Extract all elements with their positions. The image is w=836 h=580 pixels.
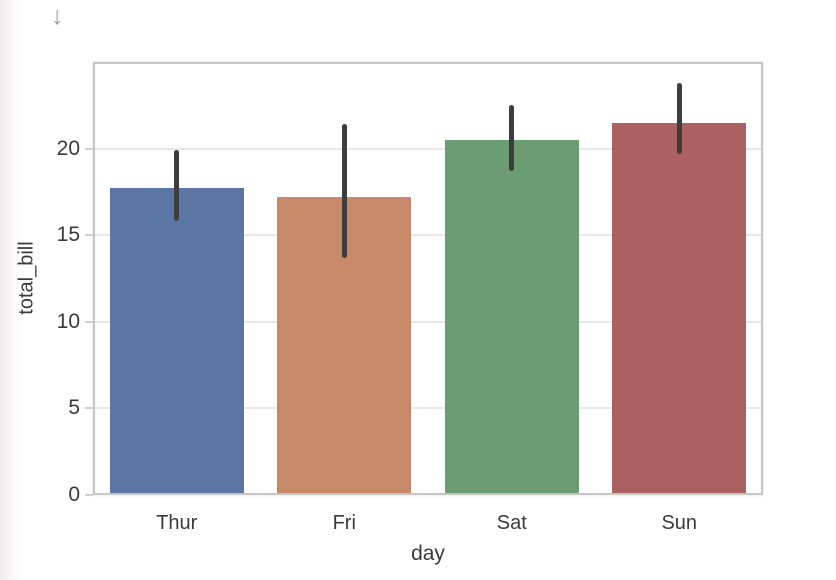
y-axis-title: total_bill xyxy=(15,241,38,315)
y-tick-label-20: 20 xyxy=(56,136,80,160)
y-tick-label-5: 5 xyxy=(68,396,80,420)
down-arrow-icon[interactable]: ↓ xyxy=(51,2,64,30)
y-tick-label-15: 15 xyxy=(56,223,80,247)
bar-thur xyxy=(109,188,244,495)
error-bar-sat xyxy=(509,105,515,172)
x-axis-title: day xyxy=(411,542,445,565)
gridline-15 xyxy=(93,234,763,237)
y-tick-mark-15 xyxy=(85,234,93,237)
bar-sat xyxy=(444,139,579,495)
gridline-10 xyxy=(93,320,763,323)
x-tick-label-fri: Fri xyxy=(332,512,356,534)
gridline-5 xyxy=(93,407,763,410)
x-tick-label-sun: Sun xyxy=(661,512,698,534)
error-bar-thur xyxy=(174,150,180,222)
error-bar-fri xyxy=(341,124,347,258)
y-tick-label-10: 10 xyxy=(56,309,80,333)
plot-area xyxy=(93,62,763,495)
error-bar-sun xyxy=(676,82,682,154)
page-edge-shadow xyxy=(0,0,26,580)
y-tick-mark-5 xyxy=(85,407,93,410)
y-tick-mark-0 xyxy=(85,494,93,496)
gridline-20 xyxy=(93,147,763,150)
y-tick-label-0: 0 xyxy=(68,483,80,506)
bar-sun xyxy=(612,122,747,495)
y-tick-mark-10 xyxy=(85,320,93,323)
x-tick-label-thur: Thur xyxy=(156,512,198,534)
x-tick-label-sat: Sat xyxy=(496,512,527,534)
y-tick-mark-20 xyxy=(85,147,93,150)
